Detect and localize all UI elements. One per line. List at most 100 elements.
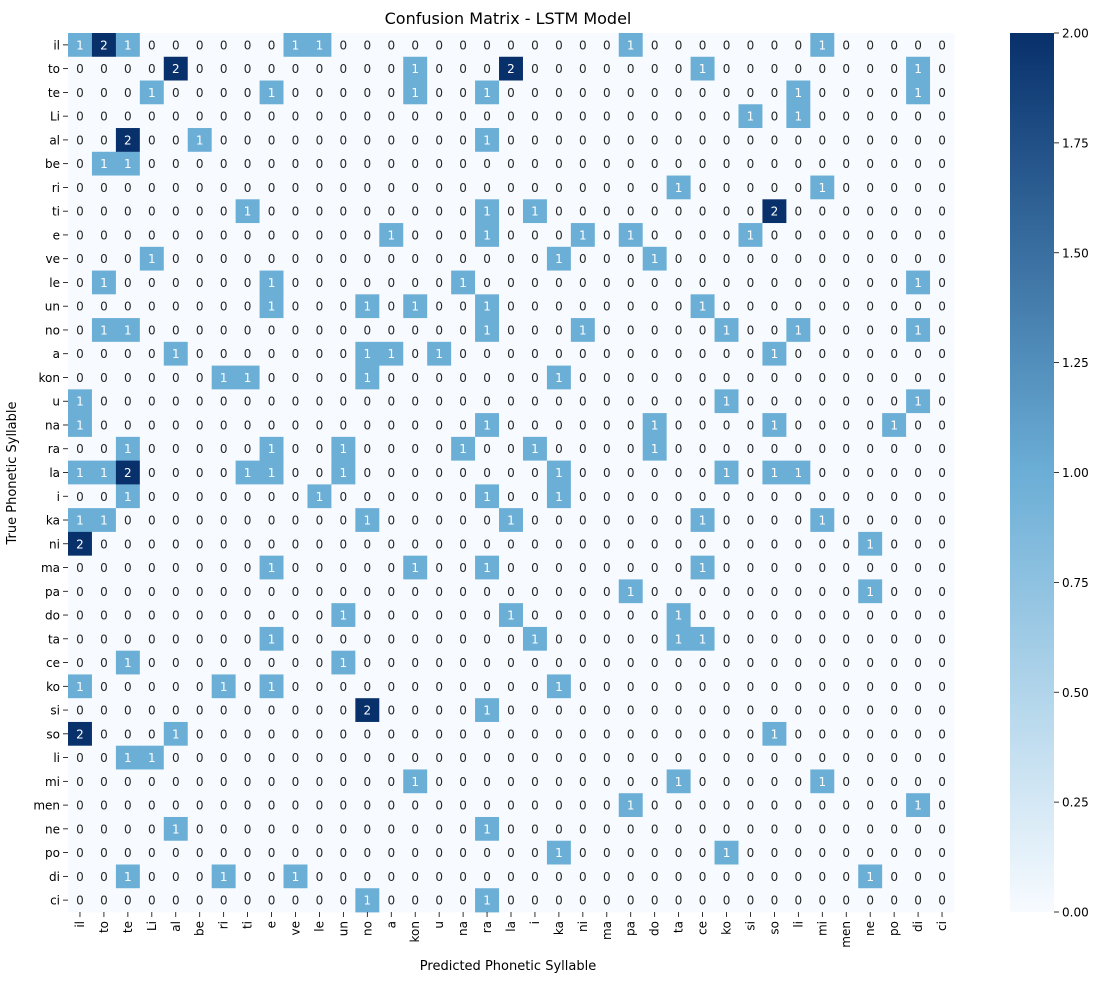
heatmap-cell: [810, 413, 835, 438]
heatmap-cell: [882, 508, 907, 533]
heatmap-cell: [427, 151, 452, 176]
cell-value-label: 0: [124, 585, 132, 599]
cell-value-label: 0: [316, 371, 324, 385]
heatmap-cell: [68, 579, 93, 604]
heatmap-cell: [403, 389, 428, 414]
heatmap-cell: [187, 626, 213, 652]
heatmap-cell: [666, 508, 691, 533]
cell-value-label: 0: [627, 822, 635, 836]
x-tick-label: pa: [624, 921, 638, 936]
heatmap-cell: [427, 531, 452, 557]
heatmap-cell: [499, 246, 524, 271]
cell-value-label: 0: [387, 205, 395, 219]
cell-value-label: 0: [411, 371, 419, 385]
cell-value-label: 0: [244, 133, 252, 147]
heatmap-cell: [546, 104, 572, 129]
heatmap-cell: [307, 128, 332, 153]
cell-value-label: 0: [842, 276, 850, 290]
cell-value-label: 0: [771, 228, 779, 242]
cell-value-label: 0: [675, 537, 683, 551]
cell-value-label: 1: [795, 86, 803, 100]
cell-value-label: 0: [747, 466, 755, 480]
cell-value-label: 0: [148, 775, 156, 789]
heatmap-cell: [235, 294, 260, 319]
heatmap-cell: [786, 56, 811, 81]
cell-value-label: 0: [411, 252, 419, 266]
heatmap-cell: [355, 128, 380, 153]
heatmap-cell: [115, 199, 141, 224]
cell-value-label: 0: [459, 252, 467, 266]
heatmap-cell: [187, 460, 213, 485]
cell-value-label: 0: [435, 751, 443, 765]
cell-value-label: 0: [890, 514, 898, 528]
cell-value-label: 0: [795, 514, 803, 528]
heatmap-cell: [139, 128, 165, 153]
heatmap-cell: [522, 484, 548, 509]
cell-value-label: 0: [268, 205, 276, 219]
cell-value-label: 0: [699, 228, 707, 242]
cell-value-label: 0: [124, 704, 132, 718]
heatmap-cell: [618, 460, 644, 485]
cell-value-label: 0: [340, 371, 348, 385]
chart-title: Confusion Matrix - LSTM Model: [385, 9, 632, 28]
cell-value-label: 0: [435, 561, 443, 575]
heatmap-cell: [882, 365, 907, 390]
heatmap-cell: [91, 603, 117, 628]
cell-value-label: 0: [675, 157, 683, 171]
heatmap-cell: [187, 56, 213, 81]
cell-value-label: 0: [124, 632, 132, 646]
cell-value-label: 0: [387, 110, 395, 124]
cell-value-label: 0: [363, 466, 371, 480]
y-tick-label: ma: [41, 561, 60, 575]
cell-value-label: 0: [172, 585, 180, 599]
heatmap-cell: [714, 508, 739, 533]
cell-value-label: 0: [555, 133, 563, 147]
heatmap-cell: [499, 460, 524, 485]
heatmap-cell: [379, 603, 404, 628]
heatmap-cell: [259, 80, 284, 105]
heatmap-cell: [906, 365, 931, 390]
heatmap-cell: [858, 341, 883, 366]
cell-value-label: 0: [747, 86, 755, 100]
heatmap-cell: [594, 484, 620, 509]
heatmap-cell: [379, 484, 404, 509]
cell-value-label: 0: [771, 585, 779, 599]
heatmap-cell: [379, 318, 404, 343]
cell-value-label: 0: [220, 466, 228, 480]
heatmap-cell: [259, 33, 284, 58]
cell-value-label: 0: [220, 300, 228, 314]
cell-value-label: 0: [890, 442, 898, 456]
heatmap-cell: [259, 246, 284, 271]
heatmap-cell: [930, 341, 955, 366]
cell-value-label: 0: [172, 371, 180, 385]
heatmap-cell: [714, 246, 739, 271]
heatmap-cell: [522, 603, 548, 628]
cell-value-label: 0: [914, 490, 922, 504]
heatmap-cell: [738, 579, 763, 604]
cell-value-label: 0: [220, 561, 228, 575]
cell-value-label: 0: [627, 157, 635, 171]
cell-value-label: 0: [747, 727, 755, 741]
cell-value-label: 0: [124, 205, 132, 219]
cell-value-label: 0: [795, 727, 803, 741]
cell-value-label: 0: [76, 751, 84, 765]
heatmap-cell: [858, 626, 883, 652]
cell-value-label: 0: [771, 276, 779, 290]
heatmap-cell: [451, 413, 476, 438]
y-tick-label: si: [50, 704, 60, 718]
cell-value-label: 0: [124, 86, 132, 100]
cell-value-label: 0: [148, 656, 156, 670]
heatmap-cell: [139, 80, 165, 105]
cell-value-label: 0: [124, 62, 132, 76]
cell-value-label: 0: [411, 585, 419, 599]
heatmap-cell: [427, 80, 452, 105]
heatmap-cell: [738, 128, 763, 153]
cell-value-label: 0: [268, 894, 276, 908]
cell-value-label: 0: [747, 799, 755, 813]
heatmap-cell: [570, 508, 596, 533]
heatmap-cell: [618, 436, 644, 462]
heatmap-cell: [714, 104, 739, 129]
cell-value-label: 0: [316, 395, 324, 409]
cell-value-label: 0: [124, 775, 132, 789]
heatmap-cell: [331, 460, 356, 485]
